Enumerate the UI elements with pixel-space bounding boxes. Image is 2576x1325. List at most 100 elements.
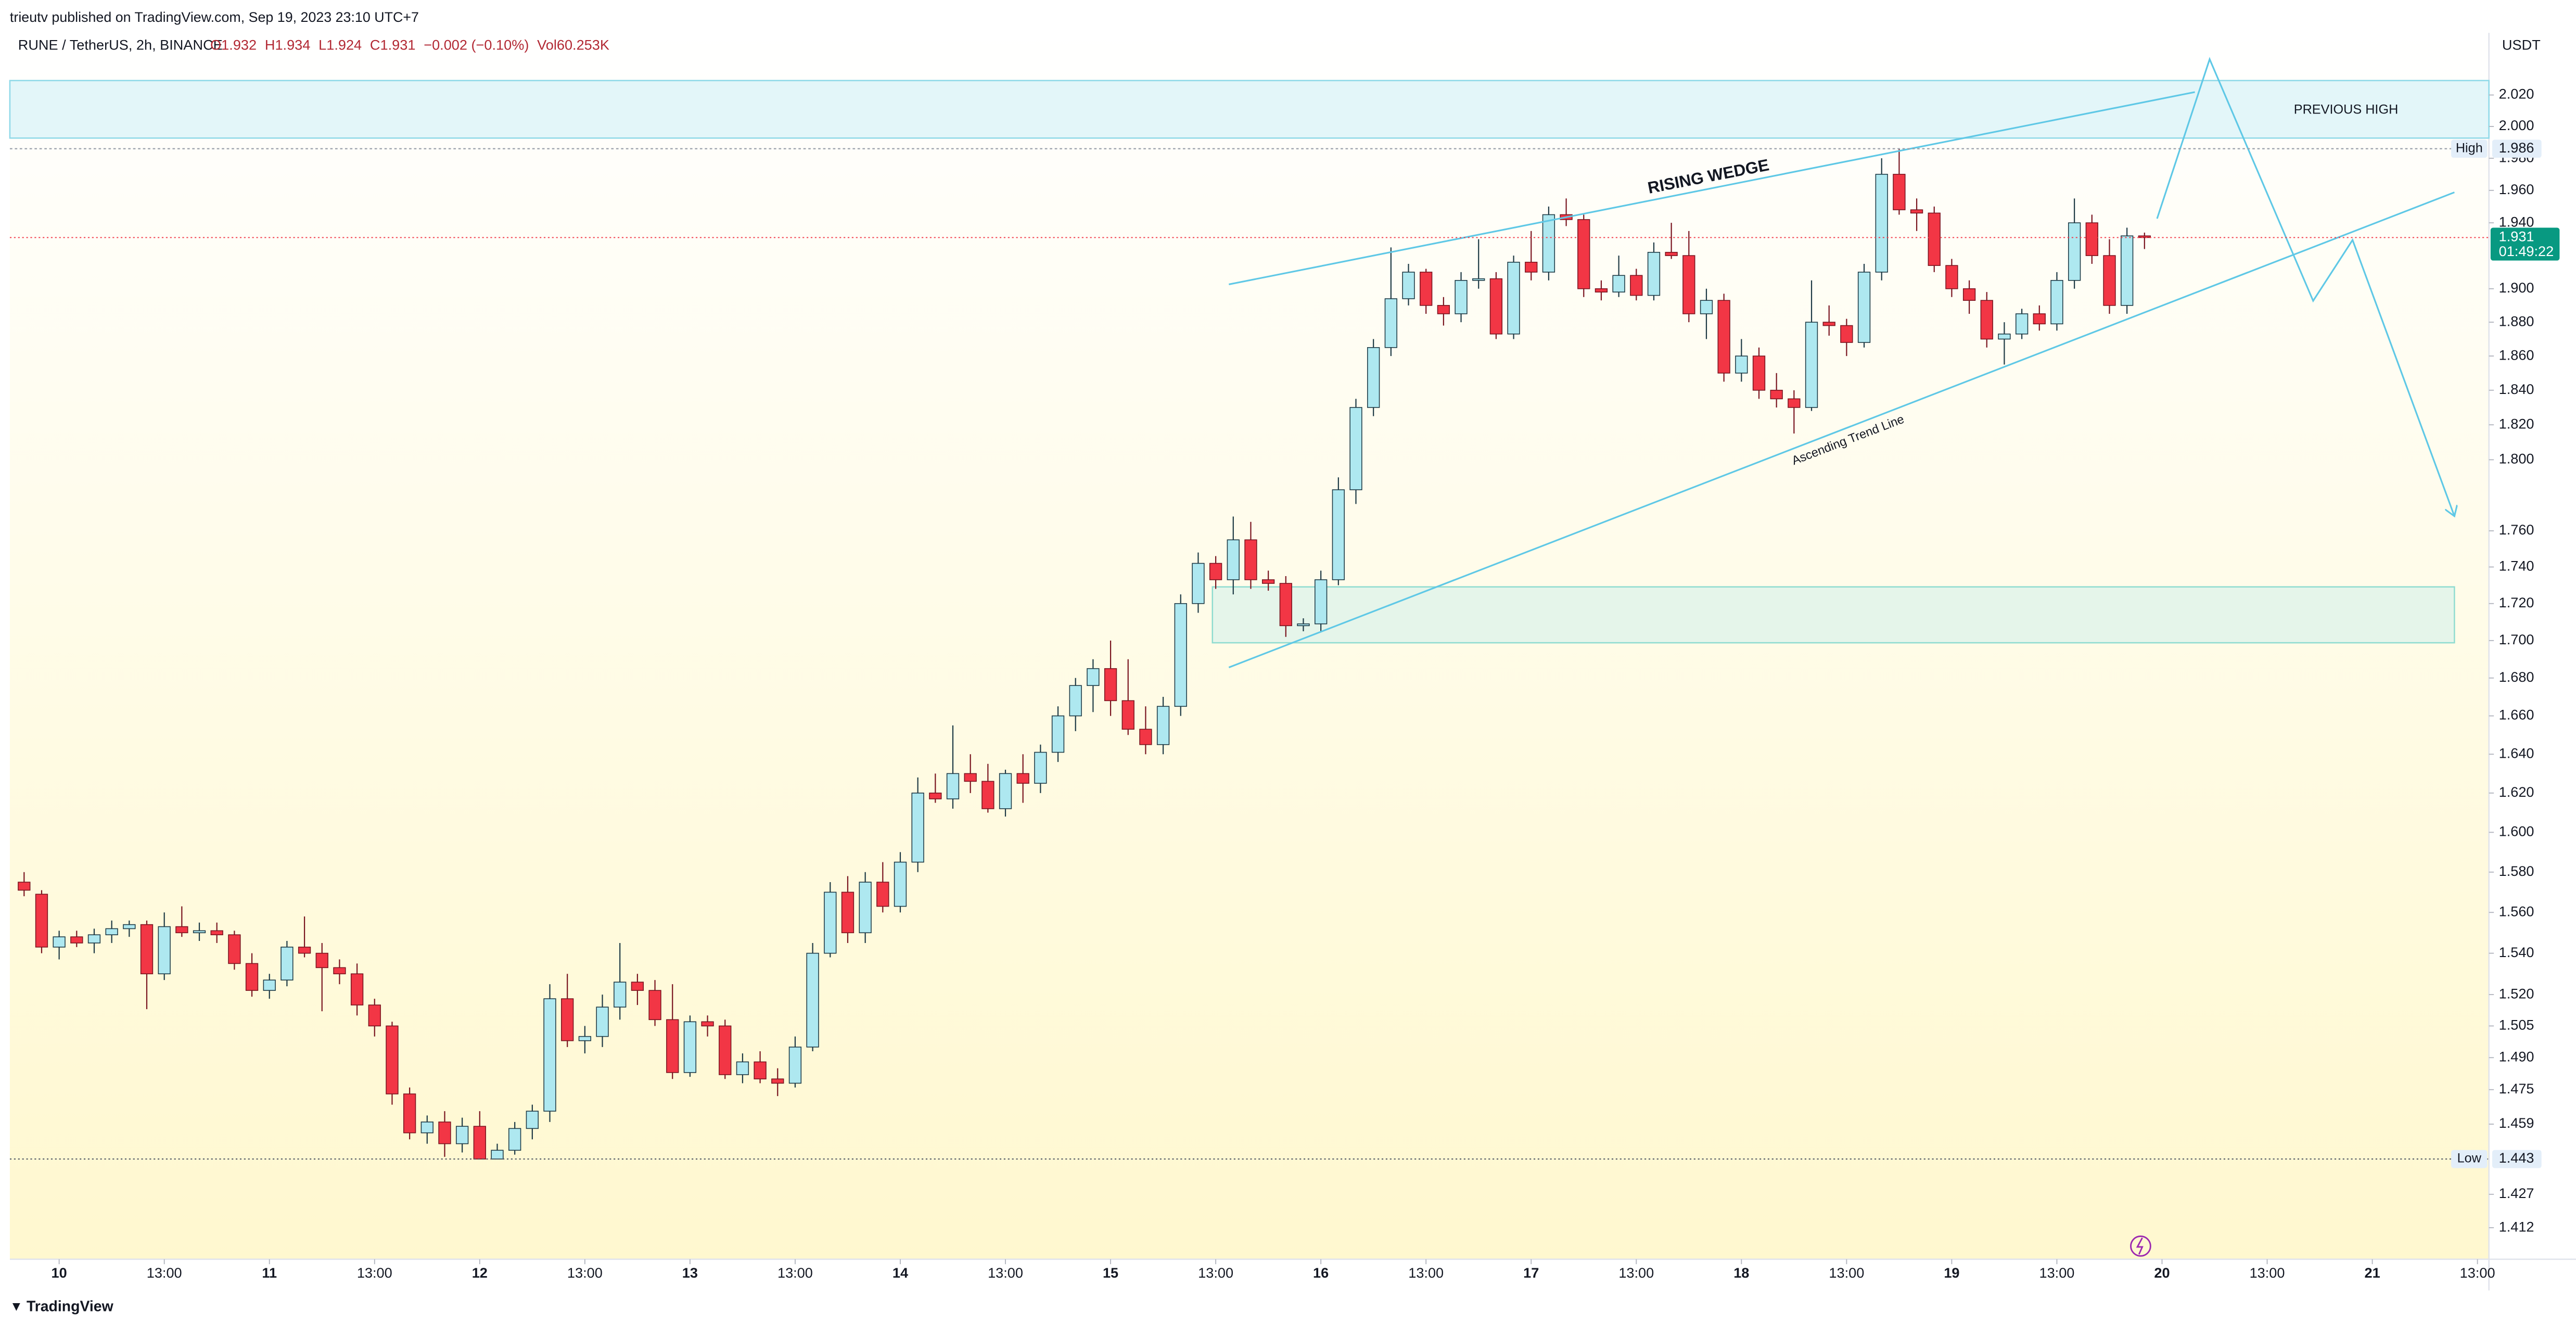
candle-body bbox=[403, 1093, 416, 1133]
candle-body bbox=[1437, 305, 1450, 314]
candle-body bbox=[1542, 214, 1555, 273]
candle-body bbox=[771, 1078, 784, 1084]
x-tick-label: 16 bbox=[1313, 1265, 1329, 1281]
x-tick-label: 19 bbox=[1944, 1265, 1959, 1281]
candle-body bbox=[1910, 209, 1923, 214]
candle-body bbox=[648, 990, 661, 1021]
y-tick-label: 1.412 bbox=[2499, 1218, 2534, 1234]
candle-body bbox=[70, 936, 83, 944]
candle-body bbox=[526, 1111, 539, 1129]
y-tick-label: 1.960 bbox=[2499, 181, 2534, 197]
y-tick-label: 2.000 bbox=[2499, 117, 2534, 133]
y-tick-label: 1.900 bbox=[2499, 279, 2534, 296]
y-tick-label: 1.660 bbox=[2499, 707, 2534, 723]
candle-body bbox=[894, 861, 907, 907]
candle-body bbox=[1367, 347, 1380, 408]
candle-body bbox=[1261, 579, 1275, 584]
candle-body bbox=[1174, 603, 1187, 707]
candle-body bbox=[1980, 300, 1993, 340]
candle-body bbox=[491, 1150, 504, 1160]
candle-body bbox=[859, 882, 872, 934]
candle-body bbox=[788, 1047, 802, 1084]
candle-body bbox=[1717, 300, 1730, 374]
published-line: trieutv published on TradingView.com, Se… bbox=[10, 9, 419, 25]
candle-body bbox=[1069, 685, 1082, 717]
candle-body bbox=[1297, 623, 1310, 627]
y-tick-label: 1.560 bbox=[2499, 903, 2534, 919]
x-tick-label: 13:00 bbox=[777, 1265, 813, 1281]
candle-body bbox=[1945, 265, 1958, 289]
high_marker-value: 1.986 bbox=[2499, 139, 2534, 156]
x-tick-label: 13:00 bbox=[1829, 1265, 1864, 1281]
x-tick-label: 21 bbox=[2364, 1265, 2380, 1281]
candle-body bbox=[386, 1025, 399, 1094]
candle-body bbox=[1244, 539, 1257, 580]
candle-body bbox=[964, 773, 977, 782]
high_marker-label: High bbox=[2456, 141, 2483, 155]
projection-path bbox=[2156, 57, 2454, 516]
candle-body bbox=[350, 973, 364, 1005]
previous-high-zone bbox=[9, 80, 2490, 139]
candle-body bbox=[2033, 313, 2046, 325]
candle-body bbox=[228, 934, 241, 964]
candle-body bbox=[1857, 272, 1871, 343]
legend-item: −0.002 (−0.10%) bbox=[424, 37, 529, 53]
x-tick-label: 13:00 bbox=[2460, 1265, 2495, 1281]
candles bbox=[18, 148, 2151, 1160]
candle-body bbox=[701, 1021, 714, 1027]
candle-body bbox=[1665, 252, 1678, 256]
y-tick-label: 1.720 bbox=[2499, 594, 2534, 610]
candle-body bbox=[946, 773, 960, 799]
candle-body bbox=[1209, 563, 1222, 580]
candle-body bbox=[1630, 275, 1643, 296]
y-tick-label: 1.880 bbox=[2499, 313, 2534, 329]
candle-body bbox=[1928, 212, 1941, 266]
y-tick-label: 1.600 bbox=[2499, 823, 2534, 839]
candle-body bbox=[1489, 278, 1503, 335]
candle-body bbox=[1420, 272, 1433, 306]
y-tick-label: 1.540 bbox=[2499, 944, 2534, 960]
low_marker-value: 1.443 bbox=[2499, 1150, 2534, 1166]
candle-body bbox=[543, 998, 556, 1112]
legend-item: L1.924 bbox=[318, 37, 362, 53]
currency: USDT bbox=[2502, 37, 2541, 53]
candle-body bbox=[1770, 390, 1783, 400]
candle-body bbox=[876, 882, 889, 907]
candle-body bbox=[1752, 355, 1766, 391]
candle-body bbox=[1087, 668, 1100, 686]
y-tick-label: 1.620 bbox=[2499, 784, 2534, 800]
candle-body bbox=[1875, 174, 1888, 273]
candle-body bbox=[841, 891, 855, 934]
candle-body bbox=[1016, 773, 1029, 784]
candle-body bbox=[193, 930, 206, 934]
candle-body bbox=[1788, 398, 1801, 408]
candle-body bbox=[911, 793, 924, 863]
y-tick-label: 1.840 bbox=[2499, 381, 2534, 397]
candle-body bbox=[1962, 288, 1976, 301]
y-tick-label: 1.580 bbox=[2499, 863, 2534, 879]
candle-body bbox=[719, 1025, 732, 1075]
candle-body bbox=[1139, 729, 1152, 745]
candle-body bbox=[508, 1128, 521, 1151]
x-tick-label: 18 bbox=[1733, 1265, 1749, 1281]
candle-body bbox=[1051, 715, 1065, 753]
legend-item: H1.934 bbox=[265, 37, 311, 53]
candle-body bbox=[2120, 235, 2134, 306]
y-tick-label: 1.459 bbox=[2499, 1115, 2534, 1131]
candle-body bbox=[1472, 278, 1485, 281]
footer-brand: ▼ TradingView bbox=[10, 1298, 114, 1315]
candle-body bbox=[1315, 579, 1328, 625]
plot-area bbox=[9, 33, 2489, 1259]
candle-body bbox=[1595, 288, 1608, 292]
price-value: 1.931 bbox=[2499, 228, 2534, 245]
candle-body bbox=[929, 793, 942, 799]
candle-body bbox=[1612, 275, 1625, 292]
x-tick-label: 15 bbox=[1103, 1265, 1118, 1281]
candle-body bbox=[806, 952, 819, 1048]
price-tag bbox=[2490, 227, 2560, 261]
candle-body bbox=[1998, 333, 2011, 340]
candle-body bbox=[666, 1019, 679, 1073]
candle-body bbox=[18, 882, 31, 891]
candle-body bbox=[1104, 668, 1117, 702]
